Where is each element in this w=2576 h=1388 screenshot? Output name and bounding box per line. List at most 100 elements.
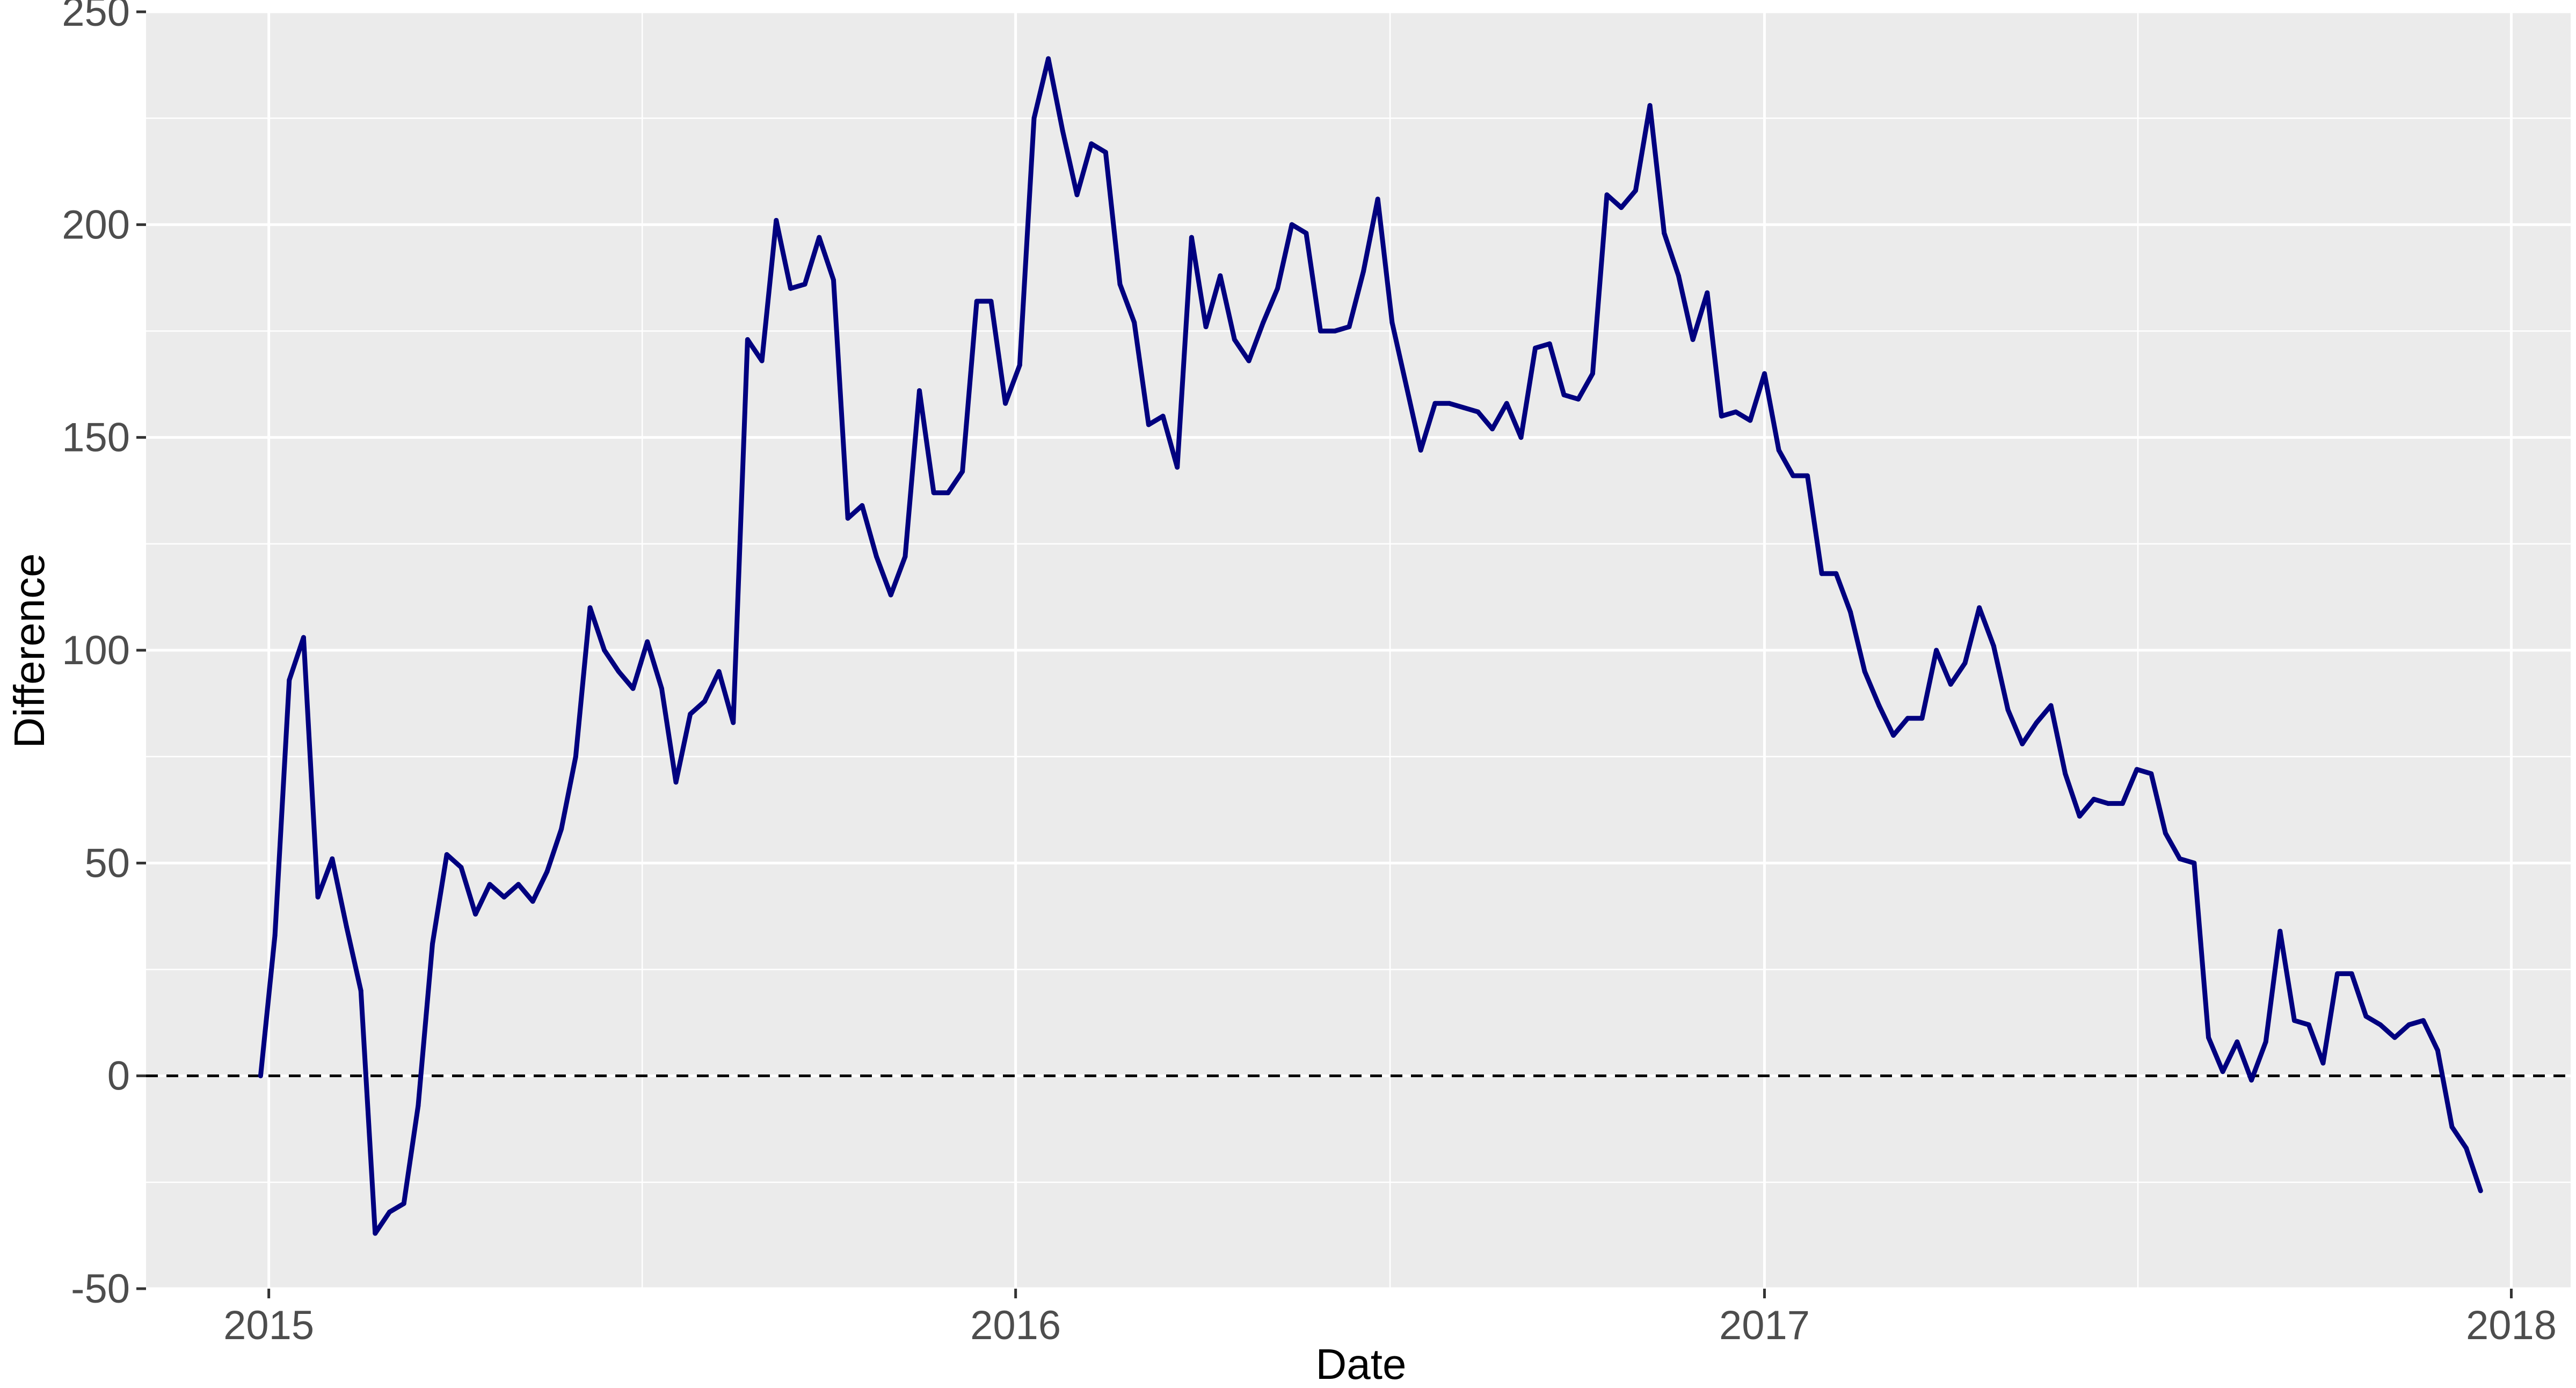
data-point bbox=[888, 592, 893, 598]
data-point bbox=[330, 856, 335, 861]
data-point bbox=[2320, 1060, 2326, 1066]
data-point bbox=[1175, 464, 1180, 470]
data-point bbox=[2134, 767, 2140, 772]
y-tick-label: 50 bbox=[84, 840, 130, 886]
data-point bbox=[1805, 473, 1810, 478]
data-point bbox=[917, 388, 922, 393]
data-point bbox=[1633, 188, 1638, 193]
data-point bbox=[1447, 401, 1452, 406]
data-point bbox=[2005, 707, 2011, 713]
data-point bbox=[2020, 741, 2025, 746]
data-point bbox=[630, 686, 636, 691]
data-point bbox=[1991, 643, 1996, 649]
data-point bbox=[2277, 928, 2283, 934]
data-point bbox=[960, 469, 965, 474]
data-point bbox=[673, 780, 679, 785]
data-point bbox=[1533, 345, 1538, 351]
data-point bbox=[2220, 1069, 2225, 1074]
data-point bbox=[1948, 681, 1953, 687]
data-point bbox=[1891, 733, 1896, 738]
data-point bbox=[716, 669, 722, 674]
data-point bbox=[1389, 320, 1395, 325]
data-point bbox=[473, 912, 478, 917]
data-point bbox=[659, 686, 664, 691]
data-point bbox=[373, 1231, 378, 1236]
data-point bbox=[974, 299, 979, 304]
data-point bbox=[802, 281, 807, 287]
data-point bbox=[1934, 648, 1939, 653]
data-point bbox=[573, 754, 578, 759]
data-point bbox=[430, 941, 435, 947]
data-point bbox=[1318, 329, 1323, 333]
y-tick-label: 200 bbox=[62, 202, 130, 248]
data-point bbox=[358, 988, 363, 993]
data-point bbox=[2349, 971, 2354, 976]
data-point bbox=[1561, 392, 1567, 397]
data-point bbox=[945, 490, 951, 496]
data-point bbox=[1719, 413, 1724, 419]
data-point bbox=[788, 286, 793, 291]
data-point bbox=[1833, 571, 1839, 576]
data-point bbox=[860, 503, 865, 508]
data-point bbox=[831, 277, 836, 282]
data-point bbox=[1762, 371, 1767, 376]
data-point bbox=[1089, 141, 1094, 147]
data-point bbox=[1275, 286, 1280, 291]
data-point bbox=[2192, 860, 2197, 866]
data-point bbox=[1604, 192, 1610, 198]
y-tick-label: 0 bbox=[107, 1053, 130, 1099]
data-point bbox=[2406, 1022, 2412, 1027]
x-axis-title: Date bbox=[1316, 1340, 1407, 1388]
data-point bbox=[2335, 971, 2340, 976]
data-point bbox=[416, 1103, 421, 1108]
data-point bbox=[1232, 337, 1237, 342]
data-point bbox=[688, 711, 693, 717]
data-point bbox=[1619, 205, 1624, 210]
data-point bbox=[2464, 1145, 2469, 1151]
x-tick-label: 2016 bbox=[970, 1303, 1061, 1348]
data-point bbox=[1662, 230, 1667, 236]
data-point bbox=[1404, 384, 1409, 389]
data-point bbox=[1060, 128, 1065, 134]
data-point bbox=[2034, 720, 2039, 725]
data-point bbox=[2206, 1035, 2211, 1040]
data-point bbox=[2120, 801, 2125, 806]
data-point bbox=[459, 864, 464, 870]
y-tick-label: 150 bbox=[62, 415, 130, 461]
data-point bbox=[988, 299, 994, 304]
data-point bbox=[1748, 418, 1753, 423]
data-point bbox=[759, 358, 765, 364]
data-point bbox=[2077, 813, 2082, 819]
data-point bbox=[258, 1073, 263, 1079]
data-point bbox=[1475, 409, 1481, 415]
y-axis-ticks: -50 0 50 100 150 200 250 bbox=[62, 0, 146, 1312]
data-point bbox=[1461, 405, 1466, 410]
data-point bbox=[2292, 1018, 2297, 1023]
data-point bbox=[1017, 362, 1022, 368]
data-point bbox=[1518, 435, 1524, 440]
data-point bbox=[287, 678, 292, 682]
data-point bbox=[745, 337, 750, 342]
data-point bbox=[1117, 281, 1123, 287]
data-point bbox=[1189, 235, 1194, 240]
data-point bbox=[774, 217, 779, 223]
y-axis-title: Difference bbox=[5, 553, 53, 748]
data-point bbox=[1547, 341, 1552, 346]
data-point bbox=[1332, 329, 1337, 333]
data-point bbox=[587, 605, 593, 611]
data-point bbox=[1791, 473, 1796, 478]
data-point bbox=[845, 515, 850, 521]
data-point bbox=[1132, 320, 1137, 325]
data-point bbox=[1074, 192, 1080, 198]
data-point bbox=[1919, 716, 1925, 721]
data-point bbox=[874, 554, 879, 559]
data-point bbox=[1962, 660, 1968, 666]
data-point bbox=[2363, 1014, 2369, 1019]
data-point bbox=[516, 882, 521, 887]
data-point bbox=[544, 869, 550, 874]
data-point bbox=[2421, 1018, 2426, 1023]
data-point bbox=[602, 648, 607, 653]
data-point bbox=[501, 895, 507, 900]
y-tick-label: 250 bbox=[62, 0, 130, 35]
